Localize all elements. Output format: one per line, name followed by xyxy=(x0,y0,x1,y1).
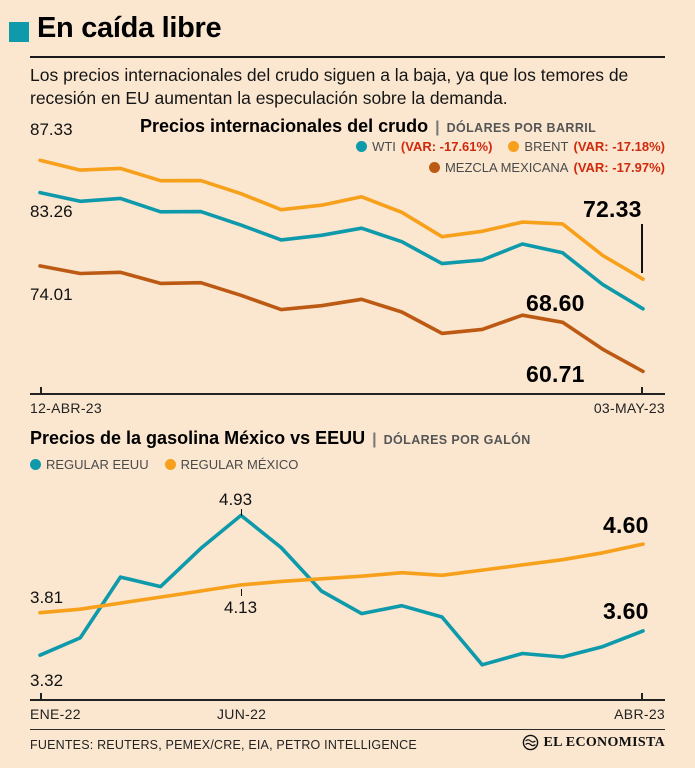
gasoline-axis-tick-ene22: ENE-22 xyxy=(30,706,81,722)
regular-mexico-legend-dot-icon xyxy=(164,459,176,470)
axis-tick xyxy=(40,693,42,699)
gasoline-chart-legend: REGULAR EEUU REGULAR MÉXICO xyxy=(30,457,298,472)
legend-mezcla-var: (VAR: -17.97%) xyxy=(573,160,665,175)
mexico-jun-value: 4.13 xyxy=(224,598,258,617)
crude-axis-end-date: 03-MAY-23 xyxy=(593,400,665,416)
sources-text: FUENTES: REUTERS, PEMEX/CRE, EIA, PETRO … xyxy=(30,738,417,752)
eeuu-peak-connector xyxy=(241,509,242,516)
mexico-jun-connector xyxy=(241,589,242,596)
legend-brent: BRENT (VAR: -17.18%) xyxy=(508,139,665,154)
axis-tick xyxy=(641,693,643,699)
gasoline-chart-unit: DÓLARES POR GALÓN xyxy=(383,433,531,447)
crude-axis-start-date: 12-ABR-23 xyxy=(30,400,102,416)
crude-chart-title: Precios internacionales del crudo xyxy=(140,116,429,136)
wti-start-value: 83.26 xyxy=(30,202,73,221)
legend-wti-var: (VAR: -17.61%) xyxy=(400,139,493,154)
intro-text: Los precios internacionales del crudo si… xyxy=(30,65,629,108)
legend-mezcla: MEZCLA MEXICANA (VAR: -17.97%) xyxy=(428,160,665,175)
gasoline-axis-tick-abr23: ABR-23 xyxy=(614,706,665,722)
publisher-brand: EL ECONOMISTA xyxy=(522,734,666,751)
brent-end-value: 72.33 xyxy=(583,196,642,222)
publisher-name: EL ECONOMISTA xyxy=(543,734,665,750)
legend-wti-label: WTI xyxy=(372,139,396,154)
el-economista-logo-icon xyxy=(522,734,538,751)
legend-regular-mexico: REGULAR MÉXICO xyxy=(164,457,299,472)
page-title: En caída libre xyxy=(37,12,222,44)
crude-chart-unit: DÓLARES POR BARRIL xyxy=(446,121,597,135)
mexico-end-value: 4.60 xyxy=(603,512,649,538)
gasoline-chart-x-axis xyxy=(30,693,665,701)
crude-chart-legend: WTI (VAR: -17.61%) BRENT (VAR: -17.18%) … xyxy=(356,139,665,175)
gasoline-chart-header: Precios de la gasolina México vs EEUU | … xyxy=(30,428,531,449)
crude-chart-header: Precios internacionales del crudo | DÓLA… xyxy=(140,116,596,137)
gasoline-chart-title: Precios de la gasolina México vs EEUU xyxy=(30,428,366,448)
title-accent-square xyxy=(9,22,29,42)
wti-end-value: 68.60 xyxy=(526,290,585,316)
crude-chart-separator: | xyxy=(435,119,440,136)
brent-legend-dot-icon xyxy=(508,141,520,152)
eeuu-start-value: 3.32 xyxy=(30,671,64,690)
wti-legend-dot-icon xyxy=(356,141,368,152)
axis-tick xyxy=(40,387,42,393)
legend-wti: WTI (VAR: -17.61%) xyxy=(356,139,492,154)
mezcla-start-value: 74.01 xyxy=(30,285,73,304)
legend-mezcla-label: MEZCLA MEXICANA xyxy=(444,160,569,175)
legend-regular-mexico-label: REGULAR MÉXICO xyxy=(180,457,299,472)
footer-divider xyxy=(30,729,665,730)
mezcla-legend-dot-icon xyxy=(428,162,440,173)
title-divider xyxy=(30,56,665,58)
legend-regular-eeuu-label: REGULAR EEUU xyxy=(46,457,149,472)
legend-regular-eeuu: REGULAR EEUU xyxy=(30,457,149,472)
mezcla-end-value: 60.71 xyxy=(526,361,585,387)
legend-brent-label: BRENT xyxy=(524,139,569,154)
regular-eeuu-legend-dot-icon xyxy=(30,459,41,470)
brent-end-connector xyxy=(641,224,643,273)
crude-legend-row-1: WTI (VAR: -17.61%) BRENT (VAR: -17.18%) xyxy=(356,139,665,154)
eeuu-end-value: 3.60 xyxy=(603,598,649,624)
eeuu-peak-value: 4.93 xyxy=(219,490,253,509)
gasoline-axis-tick-jun22: JUN-22 xyxy=(217,706,267,722)
axis-tick xyxy=(641,387,643,393)
crude-legend-row-2: MEZCLA MEXICANA (VAR: -17.97%) xyxy=(356,160,665,175)
legend-brent-var: (VAR: -17.18%) xyxy=(573,139,665,154)
gasoline-chart-separator: | xyxy=(372,431,377,448)
crude-prices-chart xyxy=(38,158,645,374)
gasoline-prices-chart xyxy=(38,513,645,667)
brent-start-value: 87.33 xyxy=(30,120,73,139)
crude-chart-x-axis xyxy=(30,387,665,395)
mexico-start-value: 3.81 xyxy=(30,588,64,607)
